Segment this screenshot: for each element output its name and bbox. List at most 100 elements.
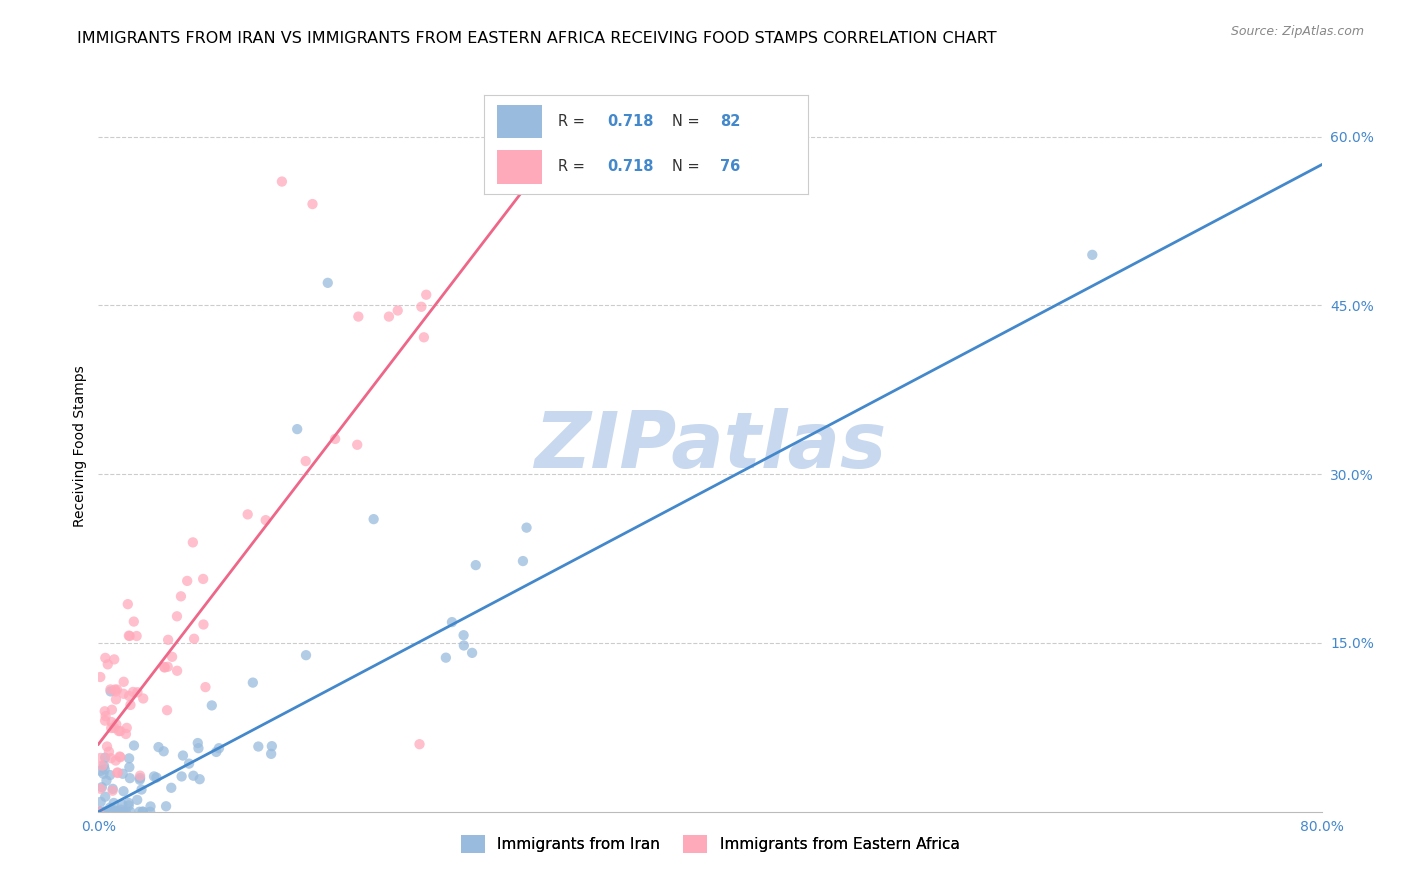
Point xyxy=(90,751,112,765)
Point xyxy=(107,805,129,819)
Point xyxy=(125,629,148,643)
Point xyxy=(122,685,145,699)
Point xyxy=(129,771,152,785)
Point xyxy=(156,659,179,673)
Point xyxy=(153,660,176,674)
Legend: Immigrants from Iran, Immigrants from Eastern Africa: Immigrants from Iran, Immigrants from Ea… xyxy=(454,829,966,859)
Point xyxy=(155,799,177,814)
Point xyxy=(128,805,150,819)
Point xyxy=(107,765,129,780)
Point xyxy=(103,721,125,735)
Point xyxy=(129,769,152,783)
Point xyxy=(346,438,368,452)
Point xyxy=(516,521,538,535)
Point xyxy=(118,689,141,703)
Point xyxy=(120,698,142,712)
Point xyxy=(97,657,120,672)
Point xyxy=(107,805,129,819)
Point xyxy=(115,721,138,735)
Point xyxy=(160,649,183,664)
Point xyxy=(89,781,111,796)
Point xyxy=(131,782,153,797)
Point xyxy=(115,727,138,741)
Point xyxy=(285,422,308,436)
Point xyxy=(260,747,283,761)
Point xyxy=(112,784,135,798)
Point xyxy=(118,629,141,643)
Point xyxy=(110,724,132,739)
Point xyxy=(110,750,132,764)
Point xyxy=(166,609,188,624)
Point xyxy=(415,287,437,301)
Point xyxy=(100,751,122,765)
Point xyxy=(107,766,129,780)
Point xyxy=(363,512,385,526)
Point xyxy=(183,632,205,646)
Point xyxy=(103,652,125,666)
Point xyxy=(201,698,224,713)
Point xyxy=(118,798,141,813)
Y-axis label: Receiving Food Stamps: Receiving Food Stamps xyxy=(73,365,87,527)
Point xyxy=(176,574,198,588)
Point xyxy=(100,682,122,697)
Point xyxy=(172,748,194,763)
Point xyxy=(91,758,114,772)
Point xyxy=(122,739,145,753)
Text: Source: ZipAtlas.com: Source: ZipAtlas.com xyxy=(1230,25,1364,38)
Point xyxy=(378,310,401,324)
Point xyxy=(104,754,127,768)
Point xyxy=(408,737,430,751)
Point xyxy=(87,805,110,819)
Point xyxy=(112,674,135,689)
Point xyxy=(347,310,370,324)
Point xyxy=(254,513,277,527)
Point xyxy=(94,750,117,764)
Point xyxy=(90,795,112,809)
Point xyxy=(118,771,141,785)
Point xyxy=(98,768,121,782)
Point xyxy=(170,590,193,604)
Point xyxy=(434,650,457,665)
Point xyxy=(411,300,433,314)
Point xyxy=(110,803,132,817)
Point xyxy=(100,721,122,735)
Point xyxy=(316,276,339,290)
Point xyxy=(461,646,484,660)
Point xyxy=(94,651,117,665)
Point xyxy=(89,764,111,778)
Point xyxy=(118,760,141,774)
Point xyxy=(247,739,270,754)
Point xyxy=(100,805,122,819)
Point xyxy=(132,805,155,819)
Point xyxy=(187,736,209,750)
Point xyxy=(387,303,409,318)
Point xyxy=(117,796,139,810)
Point xyxy=(127,793,149,807)
Point xyxy=(194,680,217,694)
Point xyxy=(193,617,215,632)
Point xyxy=(440,615,463,629)
Point xyxy=(208,741,231,756)
Point xyxy=(270,175,292,189)
Point xyxy=(127,685,149,699)
Point xyxy=(112,687,135,701)
Point xyxy=(100,684,122,698)
Point xyxy=(453,628,475,642)
Point xyxy=(295,648,318,663)
Point xyxy=(93,758,115,772)
Point xyxy=(242,675,264,690)
Point xyxy=(93,762,115,776)
Point xyxy=(152,744,174,758)
Text: ZIPatlas: ZIPatlas xyxy=(534,408,886,484)
Point xyxy=(166,664,188,678)
Point xyxy=(128,772,150,787)
Point xyxy=(260,739,283,754)
Point xyxy=(90,780,112,794)
Point xyxy=(89,670,111,684)
Point xyxy=(98,745,121,759)
Point xyxy=(183,769,205,783)
Point xyxy=(87,805,110,819)
Point xyxy=(104,692,127,706)
Point xyxy=(294,454,316,468)
Point xyxy=(181,535,204,549)
